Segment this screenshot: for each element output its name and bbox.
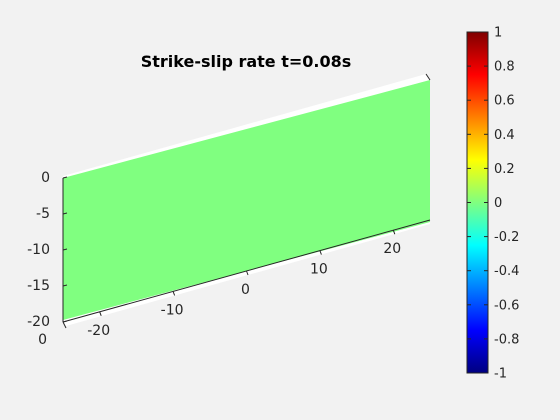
colorbar-tick-label: -0.4 bbox=[494, 264, 519, 279]
z-tick-label: -5 bbox=[36, 206, 50, 222]
colorbar-tick-group: 1 0.8 0.6 0.4 0.2 0 -0.2 -0.4 -0.6 -0.8 -1 bbox=[467, 26, 519, 382]
z-tick-mark bbox=[62, 284, 68, 287]
x-tick-label: -10 bbox=[161, 302, 184, 318]
x-tick-mark bbox=[392, 230, 396, 235]
colorbar-tick-label: 0.8 bbox=[494, 60, 515, 75]
back-edge-line bbox=[425, 73, 431, 81]
colorbar-tick-label: -0.6 bbox=[494, 298, 519, 313]
x-tick-label: 10 bbox=[310, 262, 328, 278]
z-tick-group: 0 -5 -10 -15 -20 bbox=[27, 170, 68, 330]
z-tick-label: -10 bbox=[27, 242, 50, 258]
colorbar-tick-label: -0.2 bbox=[494, 230, 519, 245]
colorbar-tick-label: 0 bbox=[494, 196, 502, 211]
colorbar-tick-label: 0.4 bbox=[494, 128, 515, 143]
x-tick-mark bbox=[246, 270, 249, 276]
z-tick-label: -20 bbox=[27, 314, 50, 330]
colorbar: 1 0.8 0.6 0.4 0.2 0 -0.2 -0.4 -0.6 -0.8 -1 bbox=[466, 26, 519, 382]
z-tick-label: -15 bbox=[27, 278, 50, 294]
axes-3d: -20 -10 0 10 20 0 -5 -10 -15 -20 0 bbox=[27, 73, 431, 348]
chart-title: Strike-slip rate t=0.08s bbox=[141, 52, 352, 71]
x-tick-mark bbox=[319, 250, 322, 255]
x-tick-mark bbox=[172, 291, 176, 296]
y-tick-label: 0 bbox=[38, 332, 47, 348]
colorbar-tick-label: -0.8 bbox=[494, 332, 519, 347]
x-tick-mark bbox=[99, 311, 102, 316]
colorbar-tick-label: 0.6 bbox=[494, 94, 515, 109]
y-tick-group: 0 bbox=[38, 332, 47, 348]
z-tick-mark bbox=[62, 212, 68, 215]
x-tick-label: 20 bbox=[383, 241, 401, 257]
z-tick-label: 0 bbox=[41, 170, 50, 186]
z-tick-mark bbox=[62, 176, 68, 179]
x-tick-label: 0 bbox=[241, 282, 250, 298]
z-tick-mark bbox=[62, 320, 68, 323]
x-tick-group: -20 -10 0 10 20 bbox=[87, 230, 401, 339]
colorbar-tick-label: 0.2 bbox=[494, 162, 515, 177]
colorbar-tick-label: -1 bbox=[494, 367, 507, 382]
colorbar-tick-label: 1 bbox=[494, 26, 502, 41]
y-axis-line bbox=[62, 321, 67, 329]
fault-plane-surface bbox=[63, 80, 430, 320]
x-tick-label: -20 bbox=[87, 323, 110, 339]
z-tick-mark bbox=[62, 248, 68, 251]
